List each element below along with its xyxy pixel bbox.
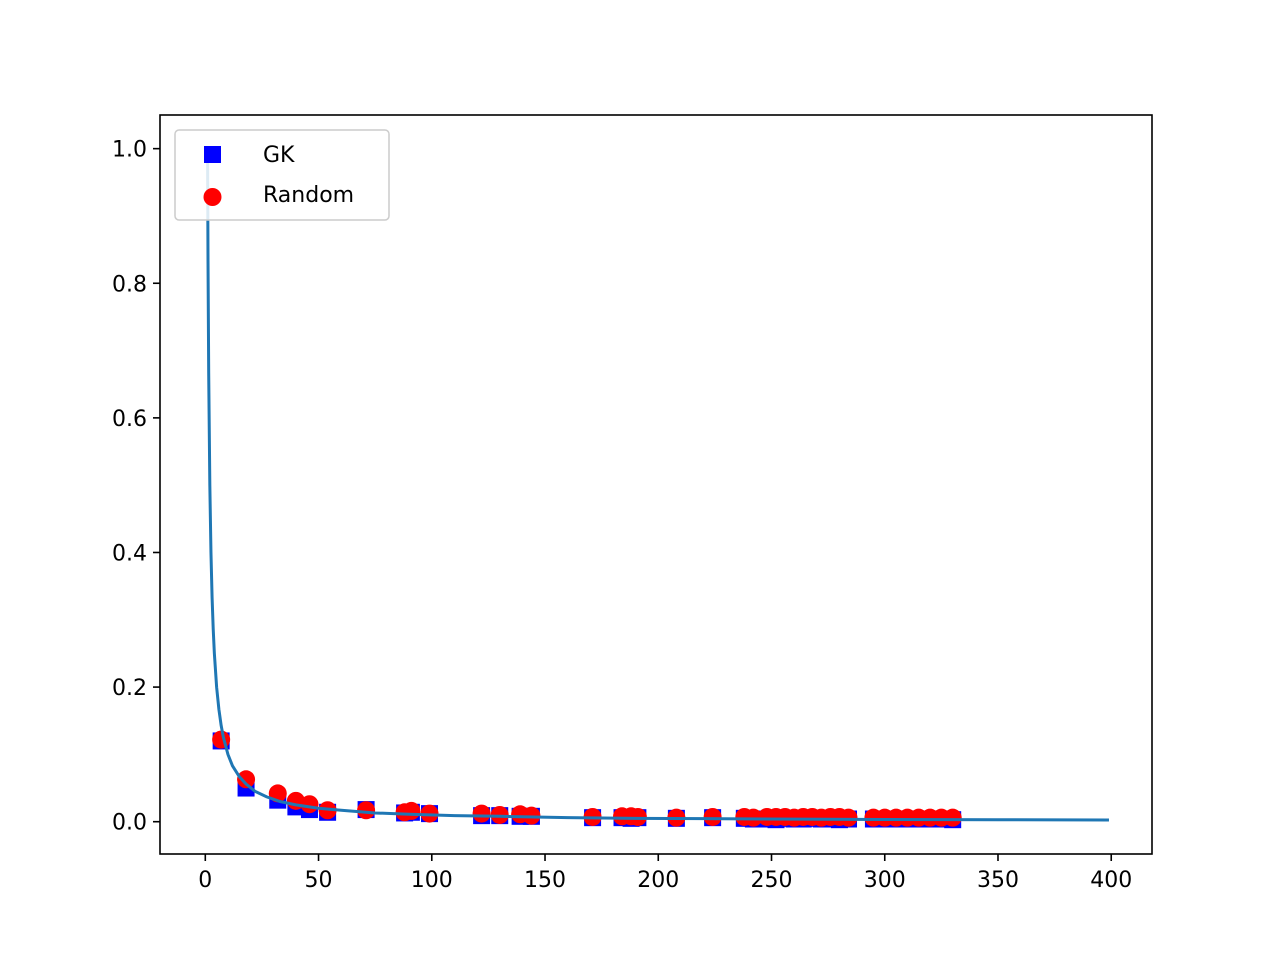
random-point <box>703 807 722 826</box>
legend-gk-marker <box>204 146 221 163</box>
random-point <box>357 801 376 820</box>
y-tick-label: 0.0 <box>112 811 147 836</box>
legend: GK Random <box>174 129 390 221</box>
fit-curve <box>206 148 1109 822</box>
legend-gk-label: GK <box>263 143 295 168</box>
legend-random-label: Random <box>263 183 354 208</box>
axes-frame <box>159 114 1153 855</box>
y-tick-label: 0.2 <box>112 676 147 701</box>
x-tick-label: 200 <box>637 868 679 893</box>
y-tick-label: 0.4 <box>112 541 147 566</box>
x-tick-label: 50 <box>305 868 333 893</box>
random-point <box>472 804 491 823</box>
x-tick-label: 350 <box>977 868 1019 893</box>
random-point <box>839 808 858 827</box>
plot-area: 0 50 100 150 200 250 300 350 400 0.0 0.2 0.4 0.6 0.8 1… <box>112 114 1153 893</box>
random-point <box>300 795 319 814</box>
legend-box <box>174 129 390 221</box>
y-tick-label: 1.0 <box>112 138 147 163</box>
x-tick-label: 0 <box>198 868 212 893</box>
x-tick-label: 300 <box>864 868 906 893</box>
random-point <box>237 770 256 789</box>
random-point <box>943 808 962 827</box>
legend-random-marker <box>203 188 222 206</box>
y-tick-label: 0.8 <box>112 272 147 297</box>
random-point <box>402 801 421 820</box>
x-tick-label: 150 <box>524 868 566 893</box>
x-tick-label: 250 <box>751 868 793 893</box>
x-tick-label: 400 <box>1090 868 1132 893</box>
x-tick-label: 100 <box>411 868 453 893</box>
y-tick-label: 0.6 <box>112 407 147 432</box>
